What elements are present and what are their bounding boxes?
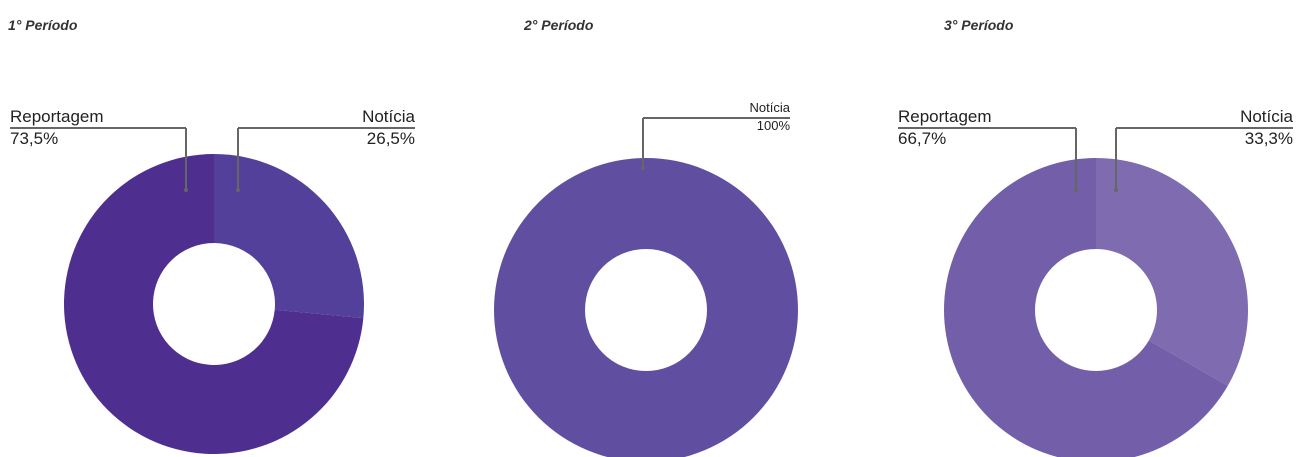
leader-dot xyxy=(1114,188,1118,192)
category-label: Notícia xyxy=(362,107,415,126)
donut-slice xyxy=(1096,158,1248,386)
value-label: 26,5% xyxy=(367,129,415,148)
leader-dot xyxy=(184,188,188,192)
donut-slice xyxy=(214,154,364,319)
donut-slice xyxy=(944,158,1228,457)
chart-title: 2° Período xyxy=(523,17,594,33)
category-label: Notícia xyxy=(1240,107,1293,126)
chart-title: 3° Período xyxy=(944,17,1014,33)
value-label: 73,5% xyxy=(10,129,58,148)
donut-slice xyxy=(494,158,798,457)
value-label: 66,7% xyxy=(898,129,946,148)
value-label: 100% xyxy=(757,118,791,133)
category-label: Reportagem xyxy=(898,107,992,126)
value-label: 33,3% xyxy=(1245,129,1293,148)
leader-dot xyxy=(1074,188,1078,192)
donut-slice xyxy=(63,154,364,454)
leader-dot xyxy=(641,166,645,170)
category-label: Notícia xyxy=(750,100,791,115)
leader-dot xyxy=(236,188,240,192)
category-label: Reportagem xyxy=(10,107,104,126)
chart-title: 1° Período xyxy=(8,17,78,33)
